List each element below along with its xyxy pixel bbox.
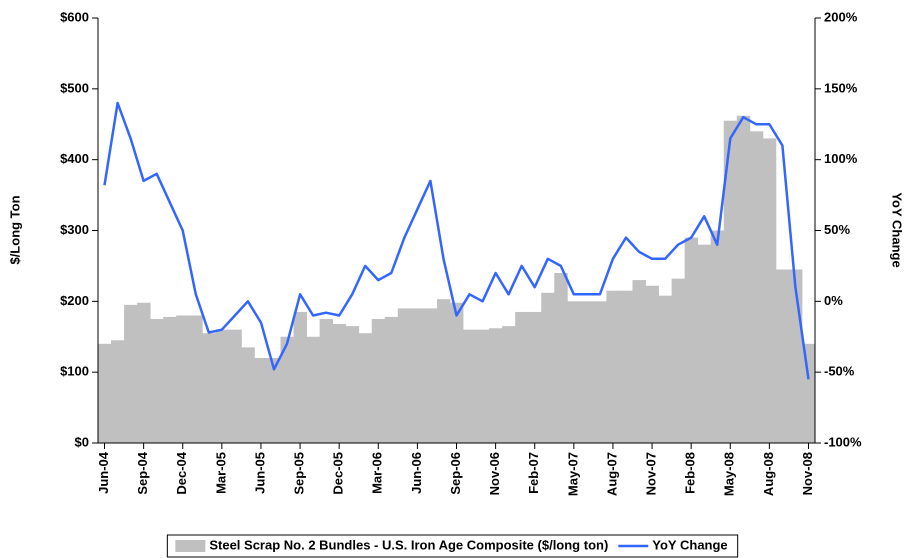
y2-axis-title: YoY Change — [890, 192, 905, 267]
bar — [749, 131, 764, 444]
y-tick-label: $600 — [60, 9, 89, 24]
bar — [397, 308, 412, 443]
bar — [502, 326, 516, 443]
bar — [423, 308, 438, 443]
x-tick-label: Feb-08 — [683, 452, 698, 494]
bar — [463, 329, 477, 443]
x-tick-label: Nov-07 — [643, 452, 658, 495]
bar — [723, 120, 738, 443]
legend-label: YoY Change — [652, 537, 727, 552]
x-tick-label: May-08 — [722, 452, 737, 496]
legend-swatch — [175, 540, 206, 552]
y2-tick-label: 50% — [824, 222, 850, 237]
y-tick-label: $100 — [60, 364, 89, 379]
bar — [684, 237, 699, 443]
bar — [280, 336, 294, 443]
x-tick-label: Sep-04 — [135, 451, 150, 494]
bar — [658, 295, 672, 443]
y-tick-label: $300 — [60, 222, 89, 237]
bar — [384, 316, 399, 443]
bar — [241, 347, 255, 443]
y2-tick-label: 0% — [824, 293, 843, 308]
y-tick-label: $400 — [60, 151, 89, 166]
x-tick-label: Aug-08 — [761, 452, 776, 496]
x-tick-label: Mar-05 — [213, 452, 228, 494]
y2-tick-label: 100% — [824, 151, 858, 166]
bar — [332, 324, 347, 443]
bar — [410, 308, 425, 443]
x-tick-label: Sep-06 — [448, 452, 463, 495]
bar — [137, 302, 151, 443]
bar — [215, 329, 229, 443]
bar — [528, 311, 542, 443]
bar — [632, 280, 646, 443]
x-tick-label: Dec-04 — [174, 451, 189, 494]
bar — [801, 343, 816, 443]
x-tick-label: Jun-04 — [96, 451, 111, 494]
bar — [567, 301, 581, 443]
bar — [228, 329, 242, 443]
bar — [150, 319, 164, 443]
bar — [515, 311, 529, 443]
bar — [476, 329, 490, 443]
bar — [345, 326, 360, 443]
y2-tick-label: 150% — [824, 80, 858, 95]
legend-label: Steel Scrap No. 2 Bundles - U.S. Iron Ag… — [209, 537, 608, 552]
bar — [593, 301, 607, 443]
bar — [554, 273, 568, 443]
bar — [736, 115, 751, 443]
bar — [124, 304, 138, 443]
bar — [319, 319, 334, 443]
y2-tick-label: -100% — [824, 434, 862, 449]
x-tick-label: Nov-06 — [487, 452, 502, 495]
bar — [697, 244, 712, 443]
x-tick-label: Jun-06 — [409, 452, 424, 494]
bar — [671, 278, 686, 443]
bar — [267, 358, 281, 443]
bar — [762, 138, 777, 443]
line — [103, 101, 810, 380]
y2-tick-label: -50% — [824, 364, 855, 379]
bar — [358, 333, 373, 443]
bar — [580, 301, 594, 443]
x-tick-label: Dec-05 — [331, 452, 346, 495]
bar — [371, 319, 386, 443]
bar — [449, 302, 464, 443]
x-tick-label: Jun-05 — [252, 452, 267, 494]
x-tick-label: Nov-08 — [800, 452, 815, 495]
bar — [541, 292, 555, 443]
bar — [619, 290, 633, 443]
y-tick-label: $500 — [60, 80, 89, 95]
bar — [163, 316, 177, 443]
bar — [189, 315, 203, 443]
x-tick-label: Feb-07 — [526, 452, 541, 494]
bar — [254, 358, 268, 443]
y-tick-label: $200 — [60, 293, 89, 308]
y-tick-label: $0 — [75, 434, 89, 449]
y-axis-title: $/Long Ton — [7, 195, 22, 264]
bar — [710, 230, 725, 443]
bar — [489, 328, 503, 443]
bar — [202, 333, 216, 443]
bar — [98, 343, 112, 443]
bar — [645, 285, 659, 443]
bar — [176, 315, 190, 443]
x-tick-label: May-07 — [565, 452, 580, 496]
legend-box — [166, 534, 739, 558]
bar — [111, 340, 125, 443]
x-tick-label: Aug-07 — [604, 452, 619, 496]
x-tick-label: Mar-06 — [370, 452, 385, 494]
y2-tick-label: 200% — [824, 9, 858, 24]
bar — [436, 299, 451, 443]
x-tick-label: Sep-05 — [292, 452, 307, 495]
bar — [293, 311, 307, 443]
bar — [775, 269, 790, 443]
bar — [306, 336, 321, 443]
bar — [606, 290, 620, 443]
